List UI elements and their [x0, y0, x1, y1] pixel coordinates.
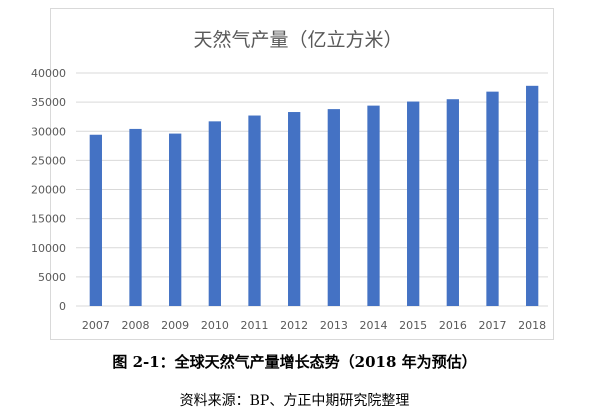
- x-tick-label: 2011: [241, 319, 269, 332]
- y-tick-label: 5000: [38, 271, 66, 284]
- bar-2014: [367, 105, 380, 307]
- x-tick-label: 2018: [518, 319, 546, 332]
- x-tick-label: 2012: [280, 319, 308, 332]
- y-tick-label: 15000: [31, 213, 66, 226]
- x-tick-label: 2010: [201, 319, 229, 332]
- x-tick-label: 2014: [360, 319, 388, 332]
- bar-2009: [169, 133, 182, 306]
- x-tick-label: 2013: [320, 319, 348, 332]
- y-tick-label: 0: [59, 300, 66, 313]
- x-tick-label: 2008: [122, 319, 150, 332]
- bar-2017: [486, 91, 499, 306]
- bar-2011: [248, 115, 261, 307]
- bar-2015: [407, 101, 420, 306]
- chart-title: 天然气产量（亿立方米）: [193, 29, 402, 51]
- y-tick-label: 40000: [31, 67, 66, 80]
- y-tick-label: 25000: [31, 154, 66, 167]
- bar-2012: [288, 112, 301, 306]
- y-tick-label: 35000: [31, 96, 66, 109]
- figure-caption: 图 2-1：全球天然气产量增长态势（2018 年为预估）: [112, 353, 477, 371]
- bar-2016: [446, 99, 459, 307]
- x-tick-label: 2016: [439, 319, 467, 332]
- bar-2010: [208, 121, 221, 306]
- x-tick-label: 2009: [161, 319, 189, 332]
- bar-2008: [129, 128, 142, 306]
- x-tick-label: 2007: [82, 319, 110, 332]
- y-tick-label: 20000: [31, 184, 66, 197]
- source-note: 资料来源：BP、方正中期研究院整理: [179, 393, 410, 409]
- bar-2018: [526, 85, 539, 306]
- bar-chart: 天然气产量（亿立方米） 0 5000 10000 15000 20000 25000 300…: [31, 29, 548, 332]
- y-tick-label: 30000: [31, 125, 66, 138]
- bar-2013: [327, 109, 340, 307]
- x-tick-label: 2015: [399, 319, 427, 332]
- y-tick-label: 10000: [31, 242, 66, 255]
- bar-2007: [89, 134, 102, 306]
- x-tick-label: 2017: [479, 319, 507, 332]
